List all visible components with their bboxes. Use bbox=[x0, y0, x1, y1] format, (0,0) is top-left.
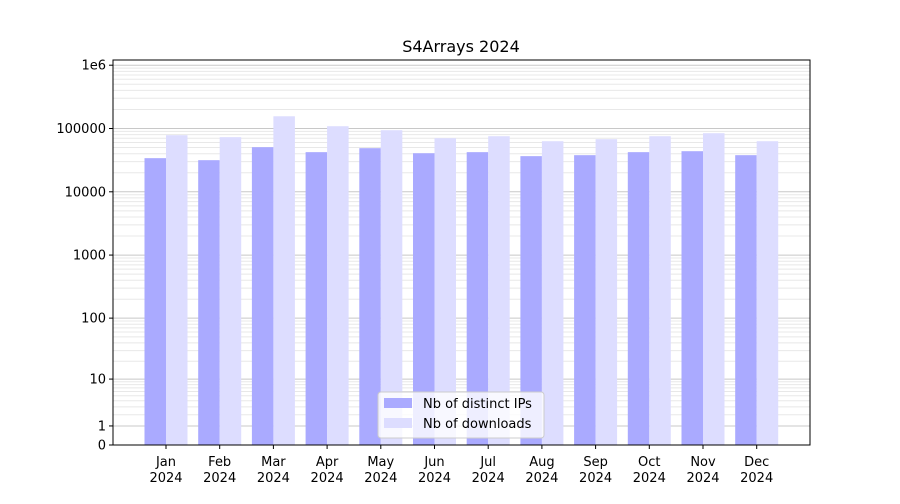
bar-ips bbox=[681, 151, 703, 445]
bar-ips bbox=[251, 147, 274, 445]
x-tick-label: Jun bbox=[423, 455, 444, 470]
x-tick-label: 2024 bbox=[579, 471, 612, 486]
legend-label: Nb of downloads bbox=[423, 417, 532, 432]
bar-ips bbox=[144, 158, 166, 446]
x-tick-label: Jan bbox=[155, 455, 176, 470]
x-tick-label: Apr bbox=[316, 455, 339, 470]
y-tick-label: 10 bbox=[89, 373, 106, 388]
y-tick-label: 1 bbox=[98, 419, 106, 434]
x-tick-label: May bbox=[367, 455, 394, 470]
bar-downloads bbox=[380, 130, 403, 445]
bar-downloads bbox=[703, 133, 725, 445]
x-tick-label: 2024 bbox=[203, 471, 236, 486]
x-tick-label: 2024 bbox=[525, 471, 558, 486]
x-tick-label: Feb bbox=[208, 455, 231, 470]
x-axis: Jan2024Feb2024Mar2024Apr2024May2024Jun20… bbox=[149, 445, 773, 486]
chart-title: S4Arrays 2024 bbox=[402, 37, 520, 56]
y-tick-label: 1e6 bbox=[81, 59, 106, 74]
bar-downloads bbox=[434, 138, 456, 446]
bar-downloads bbox=[166, 135, 188, 445]
bars bbox=[144, 116, 779, 446]
x-tick-label: 2024 bbox=[633, 471, 666, 486]
bar-ips bbox=[627, 152, 650, 445]
x-tick-label: 2024 bbox=[257, 471, 290, 486]
x-tick-label: Nov bbox=[690, 455, 716, 470]
bar-ips bbox=[520, 156, 542, 445]
x-tick-label: Aug bbox=[529, 455, 554, 470]
x-tick-label: Sep bbox=[583, 455, 608, 470]
bar-ips bbox=[413, 153, 435, 445]
legend-swatch bbox=[384, 418, 412, 428]
bar-downloads bbox=[488, 136, 510, 446]
y-tick-label: 100000 bbox=[56, 122, 106, 137]
bar-ips bbox=[359, 148, 381, 445]
bar-downloads bbox=[756, 141, 779, 446]
bar-downloads bbox=[327, 126, 349, 445]
y-tick-label: 0 bbox=[98, 439, 106, 454]
x-tick-label: Dec bbox=[744, 455, 769, 470]
bar-ips bbox=[574, 155, 596, 445]
x-tick-label: Mar bbox=[261, 455, 286, 470]
bar-downloads bbox=[649, 136, 671, 446]
y-tick-label: 1000 bbox=[73, 249, 106, 264]
x-tick-label: 2024 bbox=[311, 471, 344, 486]
y-tick-label: 10000 bbox=[65, 185, 106, 200]
bar-ips bbox=[466, 152, 489, 445]
plot-frame bbox=[112, 59, 811, 446]
y-tick-label: 100 bbox=[81, 312, 106, 327]
bar-ips bbox=[198, 160, 220, 445]
legend-box bbox=[377, 391, 545, 439]
x-tick-label: 2024 bbox=[740, 471, 773, 486]
bar-downloads bbox=[219, 137, 242, 445]
legend-swatch bbox=[384, 398, 412, 408]
legend: Nb of distinct IPs Nb of downloads bbox=[377, 391, 545, 439]
x-tick-label: 2024 bbox=[686, 471, 719, 486]
bar-ips bbox=[305, 152, 328, 445]
legend-label: Nb of distinct IPs bbox=[423, 397, 532, 412]
bar-downloads bbox=[541, 141, 564, 446]
x-tick-label: 2024 bbox=[418, 471, 451, 486]
x-tick-label: Jul bbox=[479, 455, 496, 470]
x-tick-label: 2024 bbox=[472, 471, 505, 486]
bar-downloads bbox=[273, 116, 295, 446]
x-tick-label: Oct bbox=[638, 455, 660, 470]
y-axis: 0 1 10 100 1000 10000 100000 1e6 bbox=[56, 59, 113, 454]
x-tick-label: 2024 bbox=[149, 471, 182, 486]
bar-ips bbox=[735, 155, 757, 445]
x-tick-label: 2024 bbox=[364, 471, 397, 486]
bar-downloads bbox=[595, 139, 618, 446]
